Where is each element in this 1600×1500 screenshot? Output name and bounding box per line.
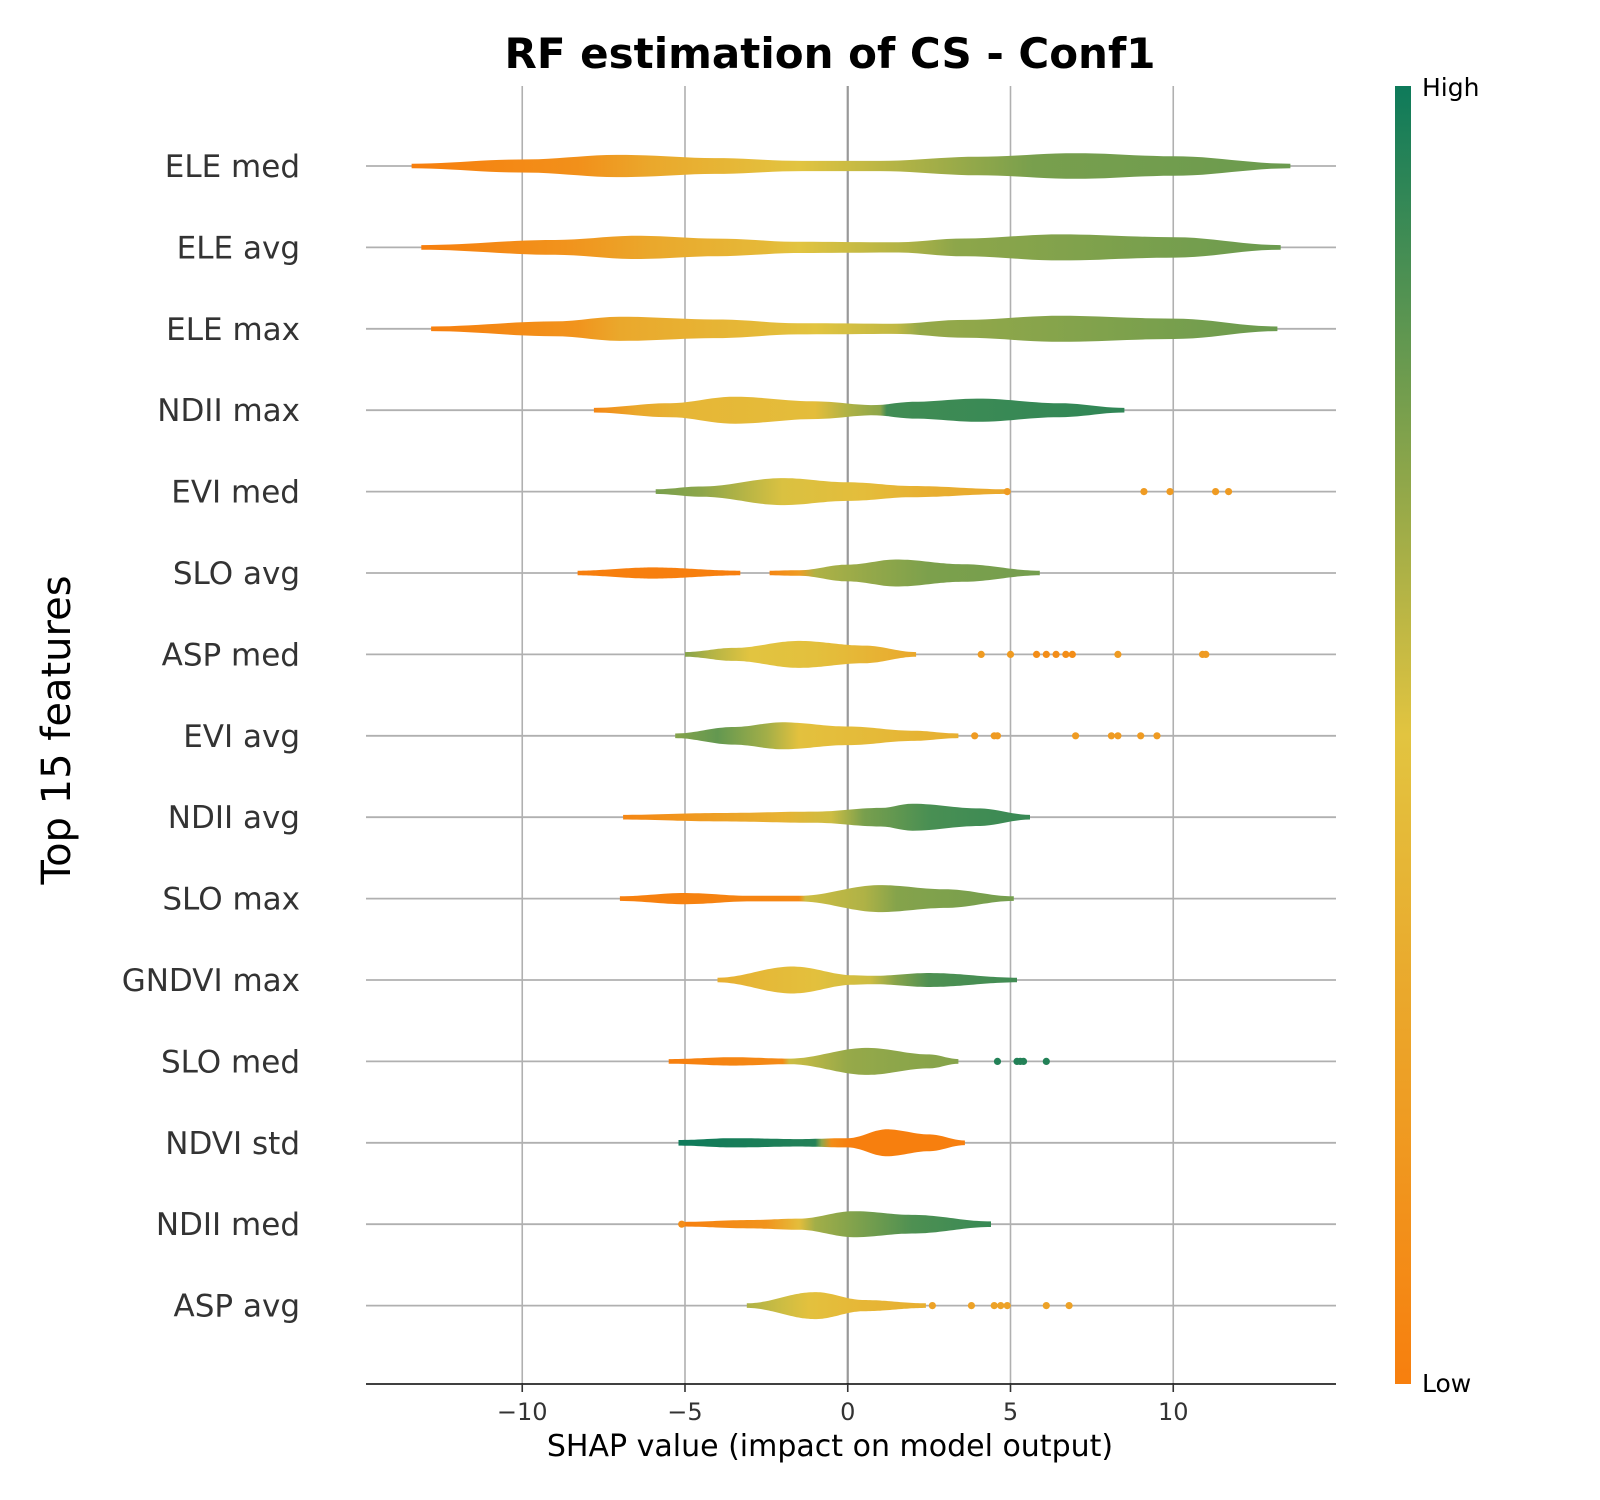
violin-shape [769, 559, 1040, 587]
outlier-point [1068, 650, 1076, 659]
feature-labels: ELE med ELE avg ELE max NDII max EVI med SLO … [122, 149, 300, 1325]
feature-label: SLO max [162, 882, 300, 918]
x-tick-label: 5 [1003, 1398, 1018, 1426]
outlier-point [1065, 1302, 1073, 1310]
outlier-point [1003, 1302, 1011, 1310]
outlier-point [1003, 488, 1011, 496]
x-tick-label: 10 [1158, 1398, 1189, 1426]
feature-label: EVI med [171, 475, 300, 511]
violin-shape [668, 1047, 959, 1075]
outlier-point [967, 1302, 976, 1310]
violin-shape [619, 885, 1014, 913]
violin-shape [717, 966, 1017, 994]
outlier-point [993, 1057, 1002, 1065]
outlier-point [971, 732, 979, 740]
feature-label: NDII max [157, 393, 300, 429]
outlier-point [1042, 650, 1050, 659]
colorbar-low-label: Low [1422, 1369, 1471, 1398]
outlier-point [1153, 732, 1161, 740]
x-axis-label: SHAP value (impact on model output) [547, 1429, 1113, 1464]
outlier-point [1114, 650, 1122, 659]
violin-shape [746, 1292, 926, 1320]
outlier-point [1166, 488, 1174, 496]
outlier-point [1042, 1302, 1050, 1310]
x-axis: −10 −5 0 5 10 [366, 1383, 1336, 1426]
outlier-point [1211, 488, 1220, 496]
outlier-point [1140, 488, 1148, 496]
violin-shape [421, 234, 1281, 261]
violin-shape [411, 153, 1291, 179]
outlier-point [1071, 732, 1080, 740]
colorbar-gradient [1395, 86, 1411, 1384]
outlier-point [1202, 650, 1210, 659]
outlier-point [997, 1302, 1005, 1310]
violin-shape [623, 803, 1030, 831]
feature-label: EVI avg [183, 719, 300, 755]
outlier-point [1019, 1057, 1028, 1065]
outlier-point [1137, 732, 1145, 740]
violin-shape [675, 722, 959, 750]
violin-shape [655, 478, 1008, 506]
x-tick-label: 0 [840, 1398, 855, 1426]
outlier-point [1042, 1057, 1050, 1065]
chart-title: RF estimation of CS - Conf1 [505, 29, 1156, 78]
outlier-point [1052, 650, 1060, 659]
outlier-point [1032, 650, 1041, 659]
outlier-point [990, 1302, 998, 1310]
violin-shape [431, 315, 1278, 342]
feature-label: NDVI std [165, 1126, 300, 1162]
outlier-point [993, 732, 1002, 740]
feature-label: GNDVI max [122, 963, 300, 999]
outlier-point [1062, 650, 1070, 659]
violin-shape [577, 567, 741, 579]
outlier-point [928, 1302, 936, 1310]
colorbar: High Low [1395, 73, 1479, 1398]
violin-shape [681, 1211, 991, 1238]
outlier-point [1224, 488, 1233, 496]
outlier-point [678, 1220, 686, 1228]
feature-label: ELE avg [177, 230, 300, 266]
violin-shape [685, 640, 917, 668]
feature-label: ELE med [165, 149, 300, 185]
outlier-point [1107, 732, 1116, 740]
feature-label: ELE max [166, 312, 300, 348]
colorbar-high-label: High [1422, 73, 1479, 102]
x-tick-label: −10 [497, 1398, 548, 1426]
violin-shape [678, 1129, 965, 1157]
violin-shape [593, 396, 1125, 424]
feature-label: NDII med [156, 1207, 300, 1243]
feature-label: ASP med [162, 637, 300, 673]
outlier-point [1114, 732, 1122, 740]
outlier-point [977, 650, 985, 659]
feature-label: ASP avg [174, 1289, 300, 1325]
outlier-point [1006, 650, 1015, 659]
violin-layer [411, 153, 1291, 1320]
x-tick-label: −5 [667, 1398, 702, 1426]
feature-label: NDII avg [168, 800, 300, 836]
feature-label: SLO med [161, 1044, 300, 1080]
feature-label: SLO avg [173, 556, 300, 592]
y-axis-label: Top 15 features [34, 575, 80, 885]
